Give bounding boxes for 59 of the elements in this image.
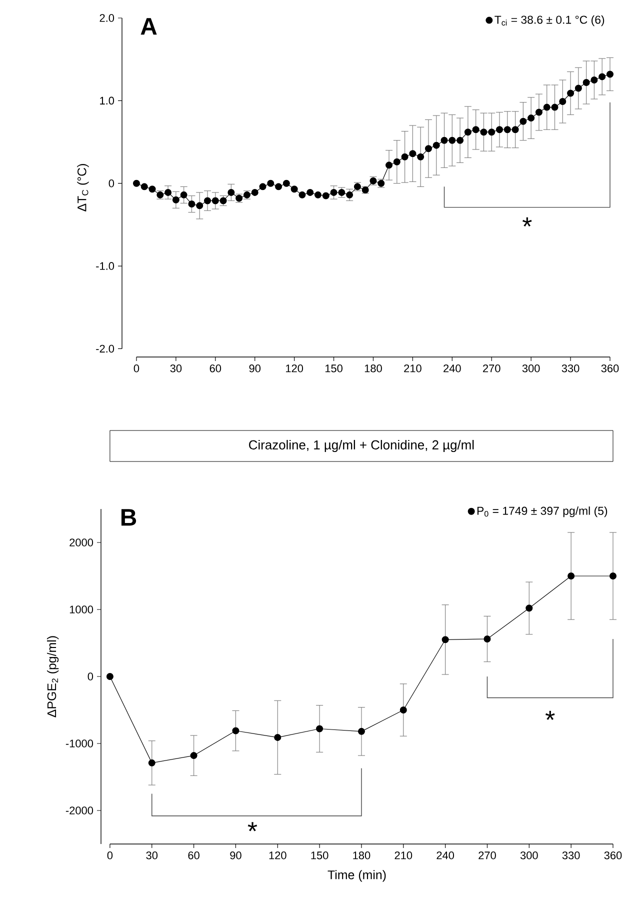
- y-tick-label: 1.0: [100, 96, 114, 105]
- x-tick-label: 60: [210, 364, 221, 372]
- y-tick-label: 2000: [69, 538, 93, 546]
- x-tick-label: 330: [562, 364, 580, 372]
- point: [316, 725, 323, 732]
- y-tick-label: -1.0: [96, 262, 114, 270]
- x-tick-label: 330: [562, 852, 580, 860]
- x-tick-label: 60: [188, 852, 200, 860]
- y-tick-label: 0: [88, 672, 93, 680]
- point: [484, 635, 491, 642]
- x-tick-label: 150: [311, 852, 328, 860]
- x-axis-title: Time (min): [328, 870, 386, 882]
- point: [148, 759, 156, 766]
- x-tick-label: 240: [443, 364, 461, 372]
- x-tick-label: 30: [146, 852, 158, 860]
- annotation: *: [248, 822, 257, 832]
- y-tick-label: -1000: [66, 740, 93, 748]
- y-tick-label: 0: [108, 179, 114, 188]
- y-tick-label: 2.0: [100, 14, 114, 22]
- point: [358, 728, 365, 735]
- y-tick-label: -2000: [66, 806, 93, 814]
- point: [190, 752, 198, 760]
- x-tick-label: 120: [286, 364, 303, 372]
- x-tick-label: 30: [170, 364, 182, 372]
- y-axis-title: ΔPGE$_{2}$ (pg/ml): [46, 636, 58, 718]
- x-tick-label: 150: [325, 364, 342, 372]
- x-tick-label: 0: [134, 364, 139, 372]
- point: [106, 672, 114, 680]
- point: [609, 572, 616, 580]
- annotation: *: [545, 710, 555, 720]
- chart-title: B: [121, 509, 136, 526]
- x-tick-label: 270: [478, 852, 496, 860]
- point: [567, 572, 574, 580]
- x-tick-label: 300: [522, 364, 540, 372]
- point: [232, 727, 239, 734]
- x-tick-label: 210: [404, 364, 422, 372]
- chart-subtitle: Cirazoline, 1 µg/ml + Clonidine, 2 µg/ml: [248, 440, 474, 452]
- point: [442, 636, 449, 644]
- x-tick-label: 240: [436, 852, 454, 860]
- chart-title: A: [140, 18, 157, 35]
- x-tick-label: 360: [604, 852, 622, 860]
- y-tick-label: 1000: [70, 606, 93, 614]
- x-tick-label: 120: [269, 852, 286, 860]
- legend-label: P$_{0}$ = 1749 ± 397 pg/ml (5): [477, 506, 607, 518]
- x-tick-label: 180: [364, 364, 382, 372]
- x-tick-label: 300: [520, 852, 538, 860]
- point: [525, 604, 532, 612]
- x-tick-label: 360: [601, 364, 618, 372]
- x-tick-label: 180: [352, 852, 370, 860]
- x-tick-label: 90: [230, 852, 242, 860]
- x-tick-label: 270: [482, 364, 500, 372]
- point: [400, 706, 407, 714]
- legend-label: T$_{ci}$ = 38.6 ± 0.1 °C (6): [494, 15, 604, 26]
- point: [274, 734, 281, 741]
- x-tick-label: 90: [249, 364, 260, 372]
- y-tick-label: -2.0: [96, 344, 114, 353]
- x-tick-label: 210: [394, 852, 412, 860]
- y-axis-title: ΔT$_{C}$ (°C): [76, 164, 89, 212]
- annotation: *: [522, 217, 532, 227]
